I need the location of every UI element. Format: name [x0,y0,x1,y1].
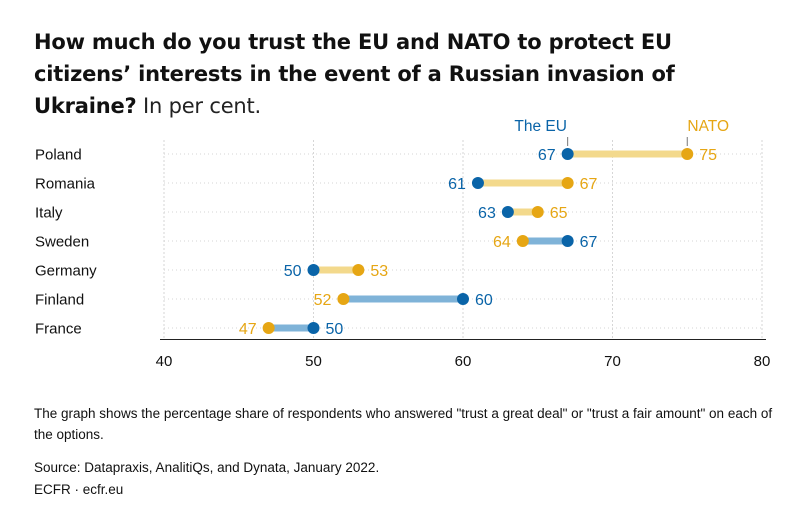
category-label: Italy [35,205,63,222]
eu-value-label: 67 [538,147,556,164]
eu-value-label: 67 [580,234,598,251]
category-label: France [35,321,82,338]
nato-value-label: 75 [699,147,717,164]
chart-title-unit: In per cent. [136,94,262,118]
eu-value-label: 50 [284,263,302,280]
x-tick-label: 80 [754,353,771,370]
x-tick-label: 70 [604,353,621,370]
dumbbell-chart: 40 50 60 70 80 Poland Romania Italy Sweden German… [35,118,771,370]
nato-point [531,206,544,218]
chart-source: Source: Datapraxis, AnalitiQs, and Dynat… [34,460,380,475]
eu-value-label: 60 [475,292,493,309]
nato-point [681,148,694,160]
chart-note: The graph shows the percentage share of … [34,406,773,442]
category-label: Sweden [35,234,89,251]
chart-title-question: How much do you trust the EU and NATO to… [34,30,675,118]
eu-value-label: 50 [326,321,344,338]
eu-point [561,235,574,247]
legend-eu: The EU [514,118,567,135]
x-tick-label: 60 [455,353,472,370]
nato-value-label: 47 [239,321,257,338]
eu-point [561,148,574,160]
legend-nato: NATO [687,118,729,135]
chart-credit: ECFR · ecfr.eu [34,482,124,497]
nato-point [262,322,275,334]
eu-point [307,264,320,276]
nato-point [337,293,350,305]
chart-title: How much do you trust the EU and NATO to… [34,26,774,122]
nato-point [561,177,574,189]
nato-value-label: 65 [550,205,568,222]
nato-point [516,235,529,247]
eu-point [457,293,469,305]
eu-point [471,177,484,189]
eu-point [501,206,514,218]
category-label: Germany [35,263,97,280]
nato-value-label: 52 [314,292,332,309]
nato-value-label: 64 [493,234,511,251]
x-tick-label: 40 [156,353,173,370]
category-label: Poland [35,147,82,164]
category-label: Romania [35,176,96,193]
x-tick-label: 50 [305,353,322,370]
nato-value-label: 53 [370,263,388,280]
nato-value-label: 67 [580,176,598,193]
eu-value-label: 63 [478,205,496,222]
nato-point [352,264,365,276]
category-label: Finland [35,292,84,309]
eu-point [307,322,320,334]
eu-value-label: 61 [448,176,466,193]
